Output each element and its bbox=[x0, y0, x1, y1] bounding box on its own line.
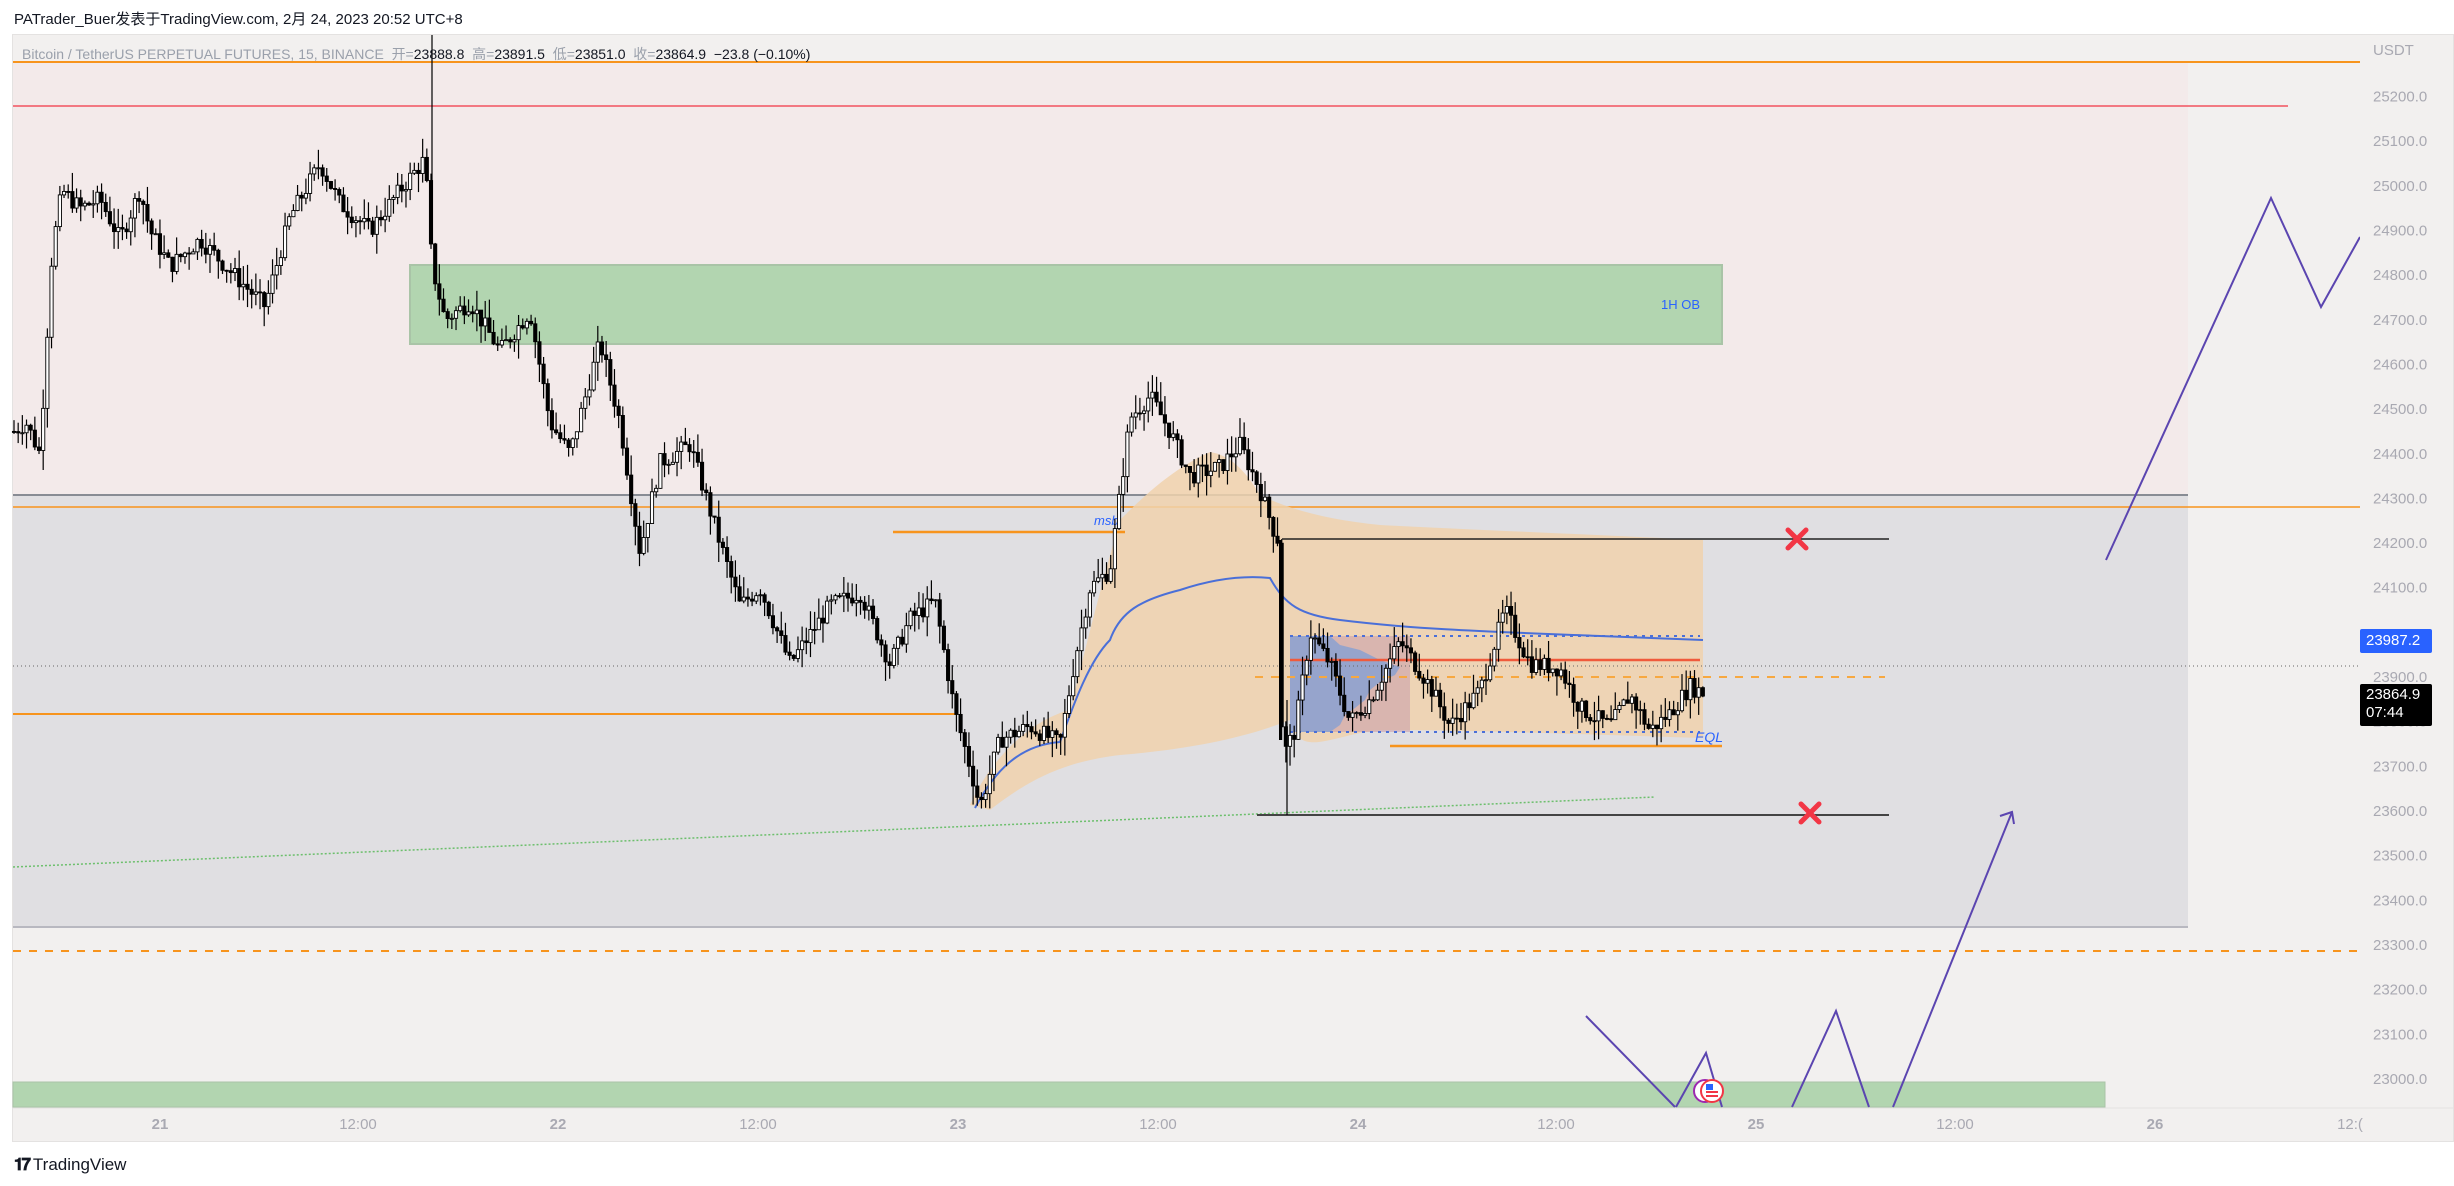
time-tick: 26 bbox=[2147, 1116, 2164, 1133]
price-axis[interactable] bbox=[2360, 35, 2453, 1107]
currency-label: USDT bbox=[2373, 42, 2414, 59]
x-mark-icon bbox=[1798, 801, 1822, 825]
high-value: 23891.5 bbox=[494, 46, 545, 62]
open-label: 开= bbox=[391, 46, 414, 62]
price-tick: 23100.0 bbox=[2373, 1026, 2427, 1043]
last-price-value: 23864.9 bbox=[2366, 686, 2421, 703]
projection-path-upper[interactable] bbox=[2105, 195, 2361, 561]
time-tick: 12:00 bbox=[1139, 1116, 1177, 1133]
time-tick: 21 bbox=[152, 1116, 169, 1133]
bottom-order-block[interactable] bbox=[12, 1081, 2106, 1108]
time-tick: 23 bbox=[950, 1116, 967, 1133]
eql-label: EQL bbox=[1695, 729, 1723, 745]
price-tick: 24500.0 bbox=[2373, 401, 2427, 418]
low-label: 低= bbox=[552, 46, 575, 62]
close-value: 23864.9 bbox=[655, 46, 707, 62]
time-tick: 12:00 bbox=[339, 1116, 377, 1133]
time-tick: 24 bbox=[1350, 1116, 1367, 1133]
price-tick: 24300.0 bbox=[2373, 490, 2427, 507]
bar-countdown: 07:44 bbox=[2366, 704, 2404, 721]
high-label: 高= bbox=[472, 46, 495, 62]
price-tick: 23000.0 bbox=[2373, 1071, 2427, 1088]
price-tick: 24200.0 bbox=[2373, 535, 2427, 552]
vwap-line bbox=[974, 576, 1704, 809]
price-tick: 24100.0 bbox=[2373, 580, 2427, 597]
order-block-1h[interactable] bbox=[409, 264, 1723, 345]
time-tick: 12:( bbox=[2337, 1116, 2363, 1133]
price-tick: 23700.0 bbox=[2373, 758, 2427, 775]
price-tick: 24400.0 bbox=[2373, 446, 2427, 463]
vwap-band bbox=[970, 452, 1703, 810]
publish-attribution: PATrader_Buer发表于TradingView.com, 2月 24, … bbox=[14, 11, 463, 28]
price-tick: 24900.0 bbox=[2373, 222, 2427, 239]
symbol-name: Bitcoin / TetherUS PERPETUAL FUTURES, 15… bbox=[22, 46, 384, 62]
time-tick-labels[interactable]: 21 12:00 22 12:00 23 12:00 24 12:00 25 12:00 26 12:… bbox=[152, 1116, 2363, 1133]
msb-label: msb bbox=[1094, 513, 1119, 528]
tradingview-wordmark: TradingView bbox=[32, 1155, 127, 1174]
time-tick: 22 bbox=[550, 1116, 567, 1133]
time-tick: 12:00 bbox=[1537, 1116, 1575, 1133]
x-mark-icon bbox=[1785, 527, 1809, 551]
projection-arrow[interactable] bbox=[1892, 811, 2013, 1108]
price-tick: 24700.0 bbox=[2373, 312, 2427, 329]
price-tick: 24600.0 bbox=[2373, 356, 2427, 373]
price-tick: 23200.0 bbox=[2373, 982, 2427, 999]
symbol-legend: Bitcoin / TetherUS PERPETUAL FUTURES, 15… bbox=[22, 44, 810, 64]
price-tick: 23900.0 bbox=[2373, 669, 2427, 686]
open-value: 23888.8 bbox=[413, 46, 465, 62]
price-tick: 23600.0 bbox=[2373, 803, 2427, 820]
tradingview-logo[interactable]: 𝟏𝟕 TradingView bbox=[14, 1155, 126, 1175]
change-value: −23.8 (−0.10%) bbox=[713, 46, 811, 62]
price-tick-labels: 25200.0 25100.0 25000.0 24900.0 24800.0 24700… bbox=[2373, 88, 2427, 1088]
candlestick-series bbox=[11, 35, 1705, 815]
price-tick: 25200.0 bbox=[2373, 88, 2427, 105]
time-tick: 12:00 bbox=[739, 1116, 777, 1133]
time-tick: 25 bbox=[1748, 1116, 1765, 1133]
price-tick: 25100.0 bbox=[2373, 133, 2427, 150]
price-tick: 23300.0 bbox=[2373, 937, 2427, 954]
price-tick: 24800.0 bbox=[2373, 267, 2427, 284]
close-label: 收= bbox=[633, 46, 656, 62]
green-trendline[interactable] bbox=[12, 796, 1656, 868]
blue-price-tag: 23987.2 bbox=[2360, 629, 2432, 653]
last-price-tag: 23864.9 07:44 bbox=[2360, 684, 2432, 726]
price-tick: 25000.0 bbox=[2373, 178, 2427, 195]
arrow-head-icon bbox=[1999, 810, 2015, 825]
projection-path-lower-1[interactable] bbox=[1585, 1015, 1676, 1108]
ob-label: 1H OB bbox=[1661, 297, 1700, 312]
projection-path-lower-3[interactable] bbox=[1791, 1008, 1870, 1108]
economic-event-icon[interactable] bbox=[1693, 1079, 1724, 1103]
low-value: 23851.0 bbox=[574, 46, 626, 62]
price-tick: 23400.0 bbox=[2373, 892, 2427, 909]
time-tick: 12:00 bbox=[1936, 1116, 1974, 1133]
tradingview-logo-icon: 𝟏𝟕 bbox=[14, 1155, 31, 1174]
price-tick: 23500.0 bbox=[2373, 848, 2427, 865]
